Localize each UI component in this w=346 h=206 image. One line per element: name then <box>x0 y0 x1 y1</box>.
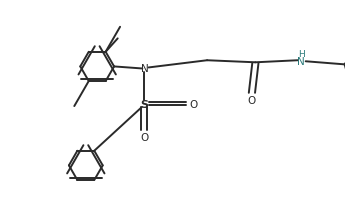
Text: O: O <box>248 96 256 106</box>
Text: N: N <box>297 57 305 67</box>
Text: N: N <box>140 64 148 74</box>
Text: O: O <box>140 133 148 143</box>
Text: S: S <box>140 99 148 109</box>
Text: H: H <box>298 49 304 59</box>
Text: O: O <box>189 99 198 109</box>
